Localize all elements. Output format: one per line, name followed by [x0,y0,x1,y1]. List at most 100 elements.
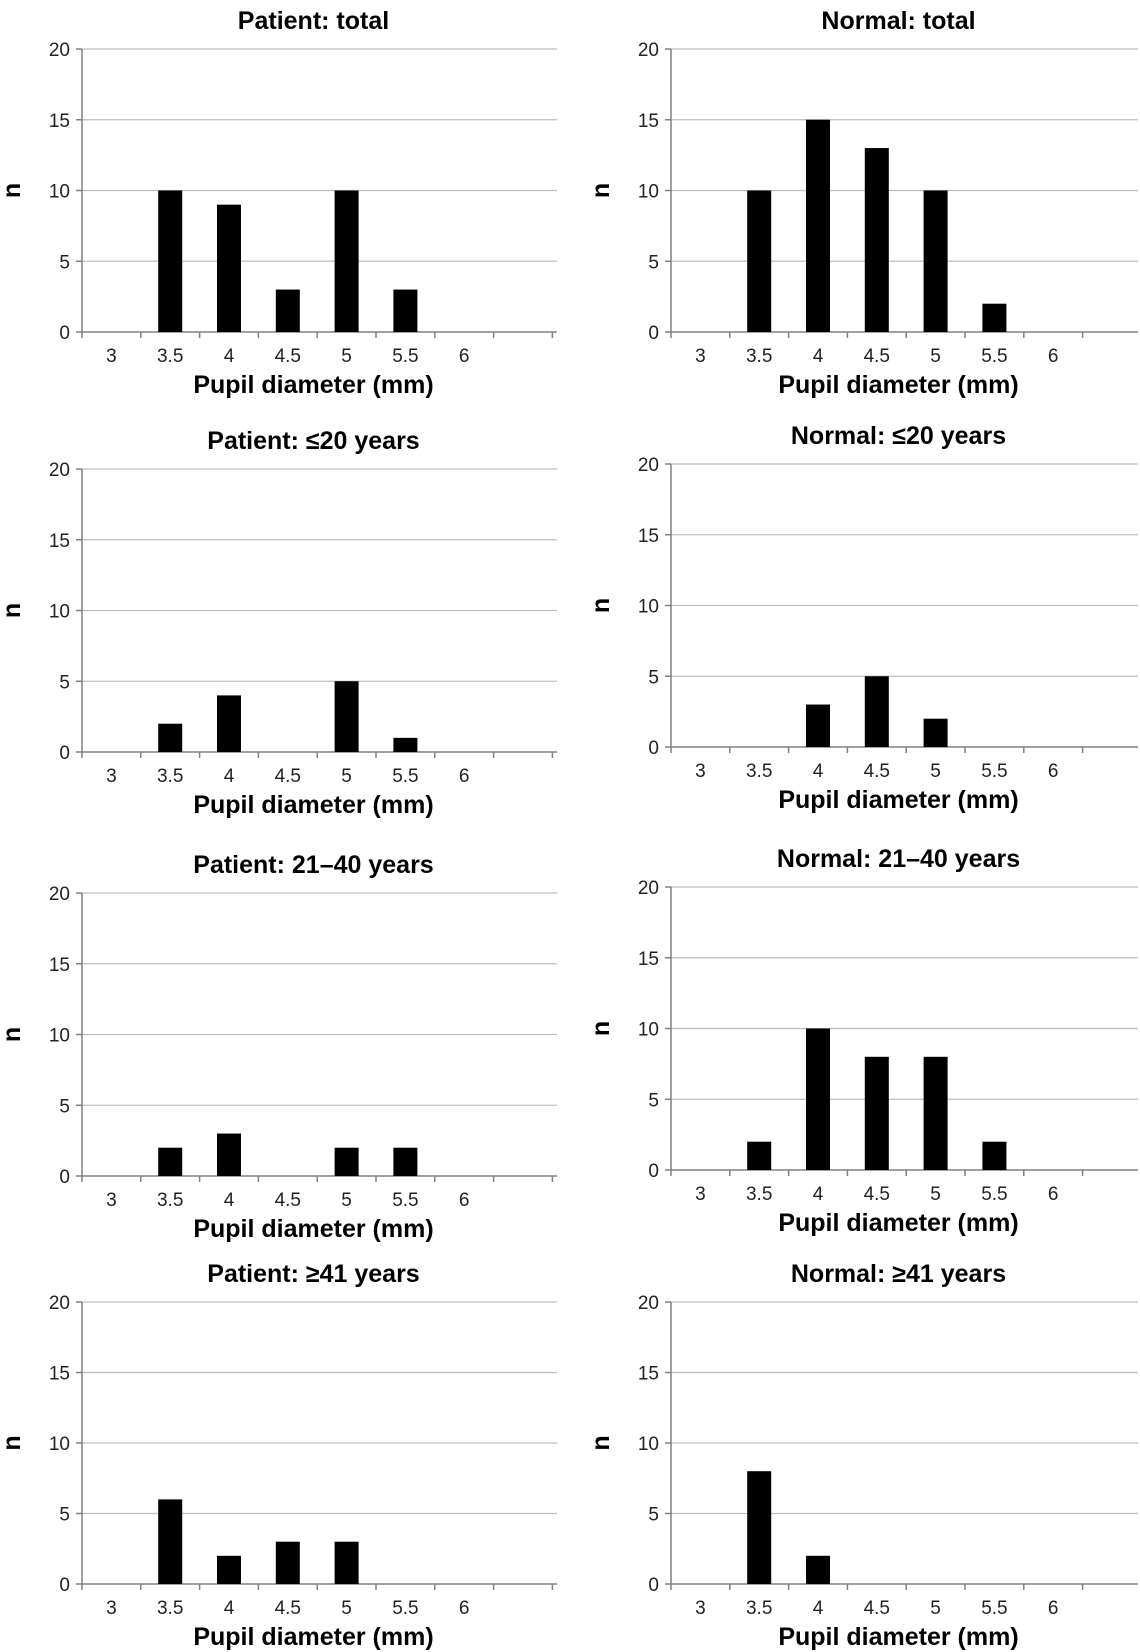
bar-3.5 [158,1499,182,1584]
bar-5 [335,1148,359,1176]
x-tick-label: 4.5 [864,346,890,367]
x-tick-label: 4.5 [864,761,890,782]
y-tick-label: 5 [59,1096,70,1117]
y-tick-label: 10 [638,1434,659,1455]
x-tick-label: 3 [106,766,117,787]
y-tick-label: 0 [648,323,659,344]
chart-panel-patient-21-40-years: 0510152033.544.555.56Patient: 21–40 year… [0,851,557,1243]
chart-title: Patient: 21–40 years [193,851,433,879]
y-tick-label: 0 [648,1575,659,1596]
bar-4 [806,1029,830,1171]
x-tick-label: 3 [695,1598,706,1619]
y-axis-label: n [587,183,615,198]
y-tick-label: 5 [59,1505,70,1526]
y-tick-label: 5 [648,667,659,688]
chart-panel-patient-41-years: 0510152033.544.555.56Patient: ≥41 yearsP… [0,1260,557,1651]
x-tick-label: 4.5 [275,1598,301,1619]
x-tick-label: 3.5 [157,1190,183,1211]
x-tick-label: 6 [459,346,470,367]
bar-4 [806,1556,830,1584]
bar-4.5 [865,1057,889,1170]
x-tick-label: 5 [341,1190,352,1211]
x-tick-label: 3 [106,1598,117,1619]
y-tick-label: 20 [49,884,70,905]
x-tick-label: 5 [341,1598,352,1619]
chart-panel-normal-total: 0510152033.544.555.56Normal: totalPupil … [587,7,1138,399]
x-tick-label: 5 [930,1598,941,1619]
x-tick-label: 5.5 [392,1190,418,1211]
x-tick-label: 3 [695,346,706,367]
x-tick-label: 5 [930,761,941,782]
y-tick-label: 0 [648,738,659,759]
x-tick-label: 6 [459,1190,470,1211]
y-tick-label: 5 [648,1090,659,1111]
bar-5 [924,719,948,747]
y-tick-label: 5 [59,672,70,693]
bar-5 [335,1542,359,1584]
y-tick-label: 5 [59,252,70,273]
y-tick-label: 10 [638,182,659,203]
x-tick-label: 5.5 [392,346,418,367]
x-tick-label: 6 [1048,1598,1059,1619]
x-tick-label: 4.5 [275,1190,301,1211]
x-tick-label: 3.5 [157,766,183,787]
x-tick-label: 5.5 [981,346,1007,367]
y-tick-label: 20 [638,878,659,899]
y-axis-label: n [0,1435,26,1450]
chart-title: Normal: ≤20 years [791,422,1006,450]
x-tick-label: 5 [930,346,941,367]
x-tick-label: 4 [813,346,824,367]
chart-title: Normal: 21–40 years [777,845,1020,873]
y-tick-label: 5 [648,1505,659,1526]
bar-3.5 [158,724,182,752]
chart-panel-patient-20-years: 0510152033.544.555.56Patient: ≤20 yearsP… [0,427,557,819]
x-axis-label: Pupil diameter (mm) [778,786,1018,814]
chart-panel-normal-41-years: 0510152033.544.555.56Normal: ≥41 yearsPu… [587,1260,1138,1651]
bar-4.5 [276,290,300,332]
x-tick-label: 4 [813,761,824,782]
x-tick-label: 3.5 [746,761,772,782]
x-tick-label: 5 [341,346,352,367]
bar-4.5 [865,148,889,332]
bar-5 [924,191,948,333]
bar-5.5 [393,738,417,752]
x-tick-label: 4 [813,1598,824,1619]
x-tick-label: 3.5 [746,346,772,367]
y-tick-label: 0 [59,323,70,344]
x-tick-label: 3.5 [746,1184,772,1205]
x-tick-label: 6 [459,1598,470,1619]
y-tick-label: 0 [59,1167,70,1188]
bar-5 [335,681,359,752]
y-tick-label: 20 [49,460,70,481]
x-tick-label: 3 [695,1184,706,1205]
bar-4 [217,1134,241,1176]
y-tick-label: 10 [49,602,70,623]
y-tick-label: 15 [49,1364,70,1385]
bar-4 [217,205,241,332]
bar-5 [924,1057,948,1170]
x-tick-label: 6 [1048,1184,1059,1205]
bar-3.5 [747,1142,771,1170]
y-tick-label: 10 [638,597,659,618]
x-tick-label: 5.5 [392,1598,418,1619]
chart-panel-patient-total: 0510152033.544.555.56Patient: totalPupil… [0,7,557,399]
y-tick-label: 20 [638,40,659,61]
y-axis-label: n [0,183,26,198]
y-tick-label: 15 [638,526,659,547]
y-tick-label: 0 [648,1161,659,1182]
x-tick-label: 3 [106,346,117,367]
bar-3.5 [747,1471,771,1584]
y-tick-label: 20 [49,1293,70,1314]
x-axis-label: Pupil diameter (mm) [778,371,1018,399]
y-tick-label: 20 [638,455,659,476]
bar-5.5 [982,304,1006,332]
y-tick-label: 20 [638,1293,659,1314]
x-tick-label: 4 [224,346,235,367]
bar-4 [806,120,830,332]
y-tick-label: 10 [49,1434,70,1455]
chart-panel-normal-21-40-years: 0510152033.544.555.56Normal: 21–40 years… [587,845,1138,1237]
x-axis-label: Pupil diameter (mm) [193,371,433,399]
bar-4.5 [865,676,889,747]
x-tick-label: 5 [341,766,352,787]
